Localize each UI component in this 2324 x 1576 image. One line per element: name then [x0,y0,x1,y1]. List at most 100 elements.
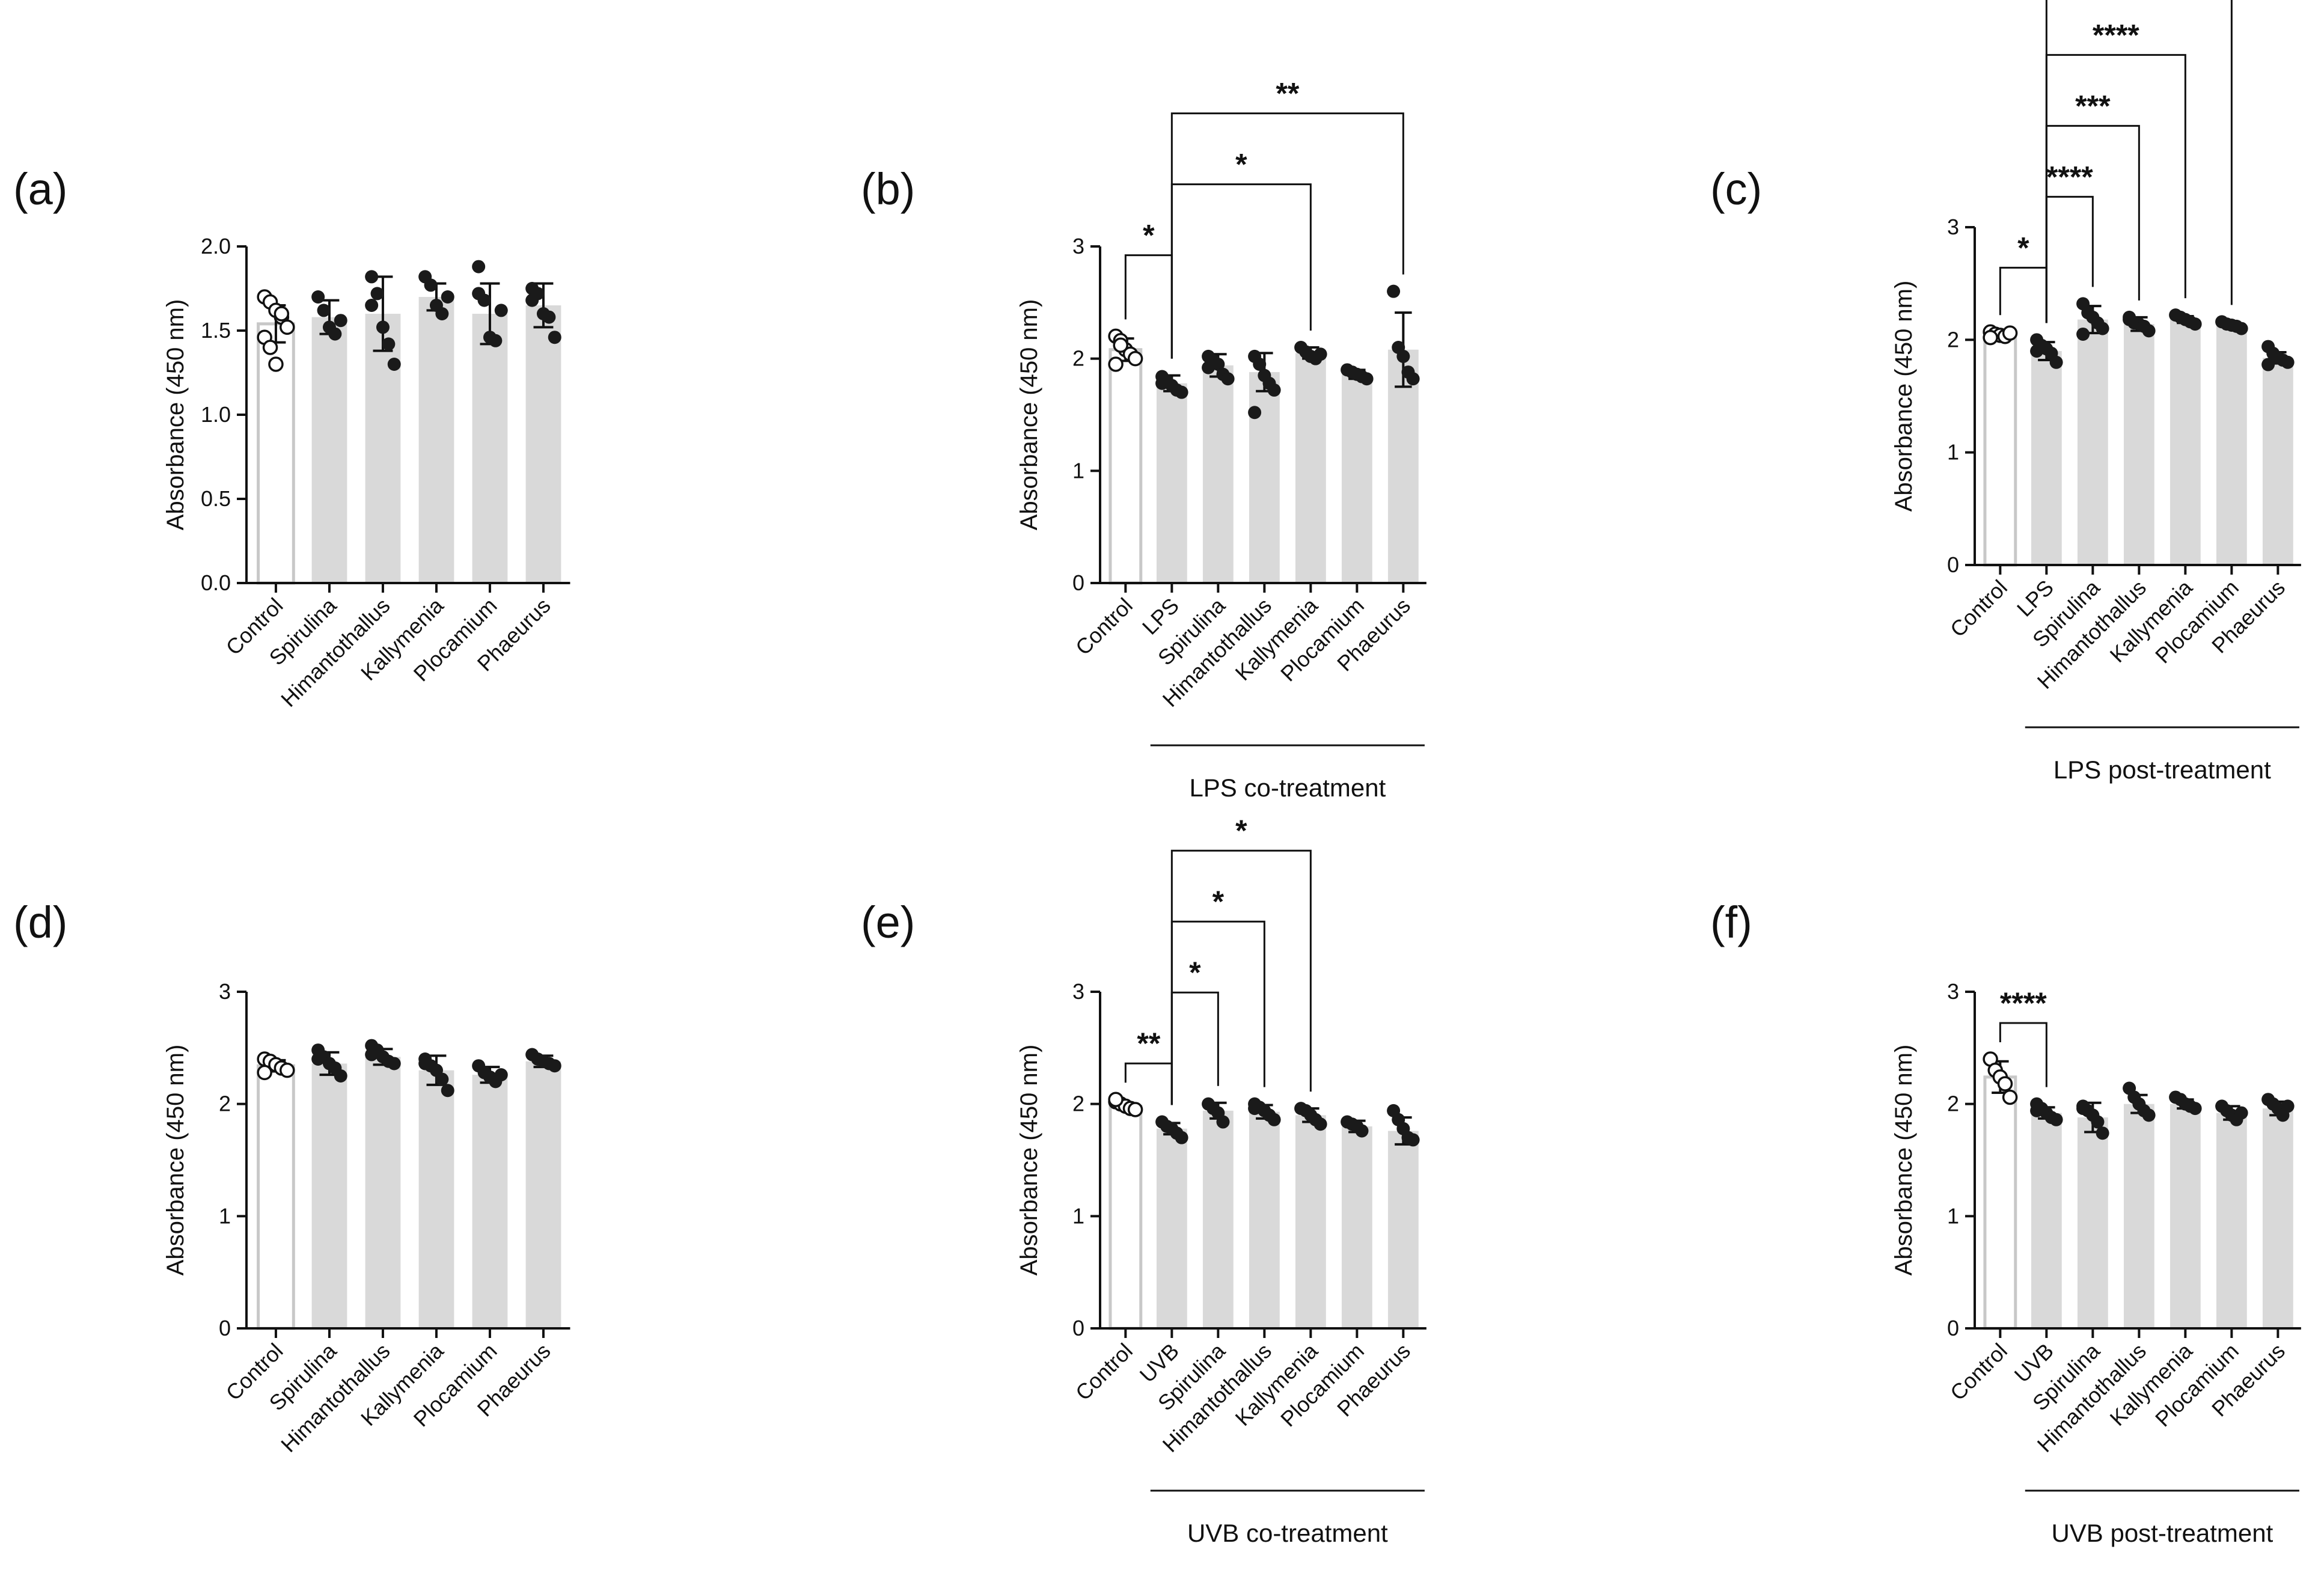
y-tick-label: 3 [1072,979,1084,1004]
bar [1249,372,1280,583]
y-tick-label: 2.0 [201,234,231,258]
bar [2262,358,2293,565]
y-tick-label: 0.5 [201,486,231,511]
bar [2077,1117,2108,1328]
bar [2123,1104,2154,1328]
data-point [489,334,503,347]
y-axis-title: Absorbance (450 nm) [1016,299,1042,531]
data-point [2281,1099,2295,1113]
bar [418,297,454,583]
data-point [1267,383,1281,397]
panel-letter: (b) [861,164,915,214]
data-point [2123,310,2136,324]
y-tick-label: 0 [1072,1316,1084,1340]
data-point [387,1057,401,1071]
data-point [472,287,486,301]
bar [311,1063,347,1328]
bar [525,1061,561,1328]
x-tick-label: Control [1071,593,1137,660]
bar [365,1057,401,1328]
panel-letter: (e) [861,897,915,947]
bar [365,314,401,583]
data-point [494,1068,508,1082]
significance-bracket [1124,254,1173,359]
y-tick-label: 0 [1947,552,1959,577]
data-point [2049,355,2063,369]
data-point [424,278,438,292]
significance-bracket [1170,112,1404,359]
bar [418,1070,454,1328]
significance-bracket [1170,991,1219,1105]
bar [1295,1115,1326,1328]
group-label: UVB co-treatment [1187,1519,1388,1547]
chart-panel-5: (f)Absorbance (450 nm)0123ControlUVBSpir… [1710,897,2301,1547]
bar [1156,1128,1187,1328]
data-point-control [1108,356,1124,372]
data-point [317,304,331,317]
data-point [441,290,454,304]
data-point [2096,322,2109,335]
bar [1202,365,1234,583]
data-point [542,310,556,324]
data-point [334,314,347,328]
y-tick-label: 1 [1947,1203,1959,1228]
significance-stars: **** [2046,160,2093,194]
bar-control [1108,348,1143,585]
data-point [365,1048,379,1061]
y-axis-title: Absorbance (450 nm) [1016,1045,1042,1276]
bar-control [257,1064,295,1330]
y-tick-label: 2 [1072,346,1084,371]
y-tick-label: 1 [219,1203,231,1228]
data-point [548,331,561,344]
bar [2077,319,2108,565]
panel-letter: (d) [13,897,67,947]
data-point [1360,372,1374,386]
y-tick-label: 1 [1072,458,1084,483]
bar [472,1075,508,1328]
data-point-control [1997,1076,2013,1092]
significance-stars: ** [1276,77,1299,111]
data-point-control [262,340,278,355]
y-tick-label: 0.0 [201,570,231,595]
chart-panel-4: (e)Absorbance (450 nm)0123ControlUVBSpir… [861,814,1427,1547]
bar-control [1983,332,2017,567]
data-point [2076,327,2090,341]
y-tick-label: 1.0 [201,402,231,427]
y-tick-label: 2 [1947,327,1959,352]
data-point [472,260,486,273]
data-point [365,299,379,312]
significance-stars: * [1189,956,1201,989]
significance-stars: * [1143,219,1155,252]
y-axis-title: Absorbance (450 nm) [162,1045,189,1276]
data-point [311,290,325,304]
panel-letter: (c) [1710,164,1762,214]
bar [472,314,508,583]
data-point-control [268,356,284,372]
data-point [494,304,508,317]
panel-letter: (f) [1710,897,1752,947]
group-label: LPS post-treatment [2053,756,2271,784]
data-point [1355,1124,1369,1138]
data-point [2188,317,2202,331]
bar [1249,1111,1280,1328]
data-point [365,270,379,284]
y-axis-title: Absorbance (450 nm) [162,299,189,531]
data-point [1253,358,1267,371]
bar [1387,349,1419,583]
significance-bracket [1999,1022,2047,1087]
data-point [1396,349,1410,363]
y-tick-label: 2 [1072,1092,1084,1116]
bar [1202,1110,1234,1328]
data-point [525,293,539,307]
y-tick-label: 1 [1072,1203,1084,1228]
significance-stars: ** [1137,1027,1160,1060]
data-point [1248,1102,1262,1116]
data-point [2096,1126,2109,1140]
data-point [328,327,342,341]
data-point [1267,1113,1281,1126]
bar [1341,374,1372,583]
data-point-control [1127,1102,1143,1117]
bar [1341,1126,1372,1328]
